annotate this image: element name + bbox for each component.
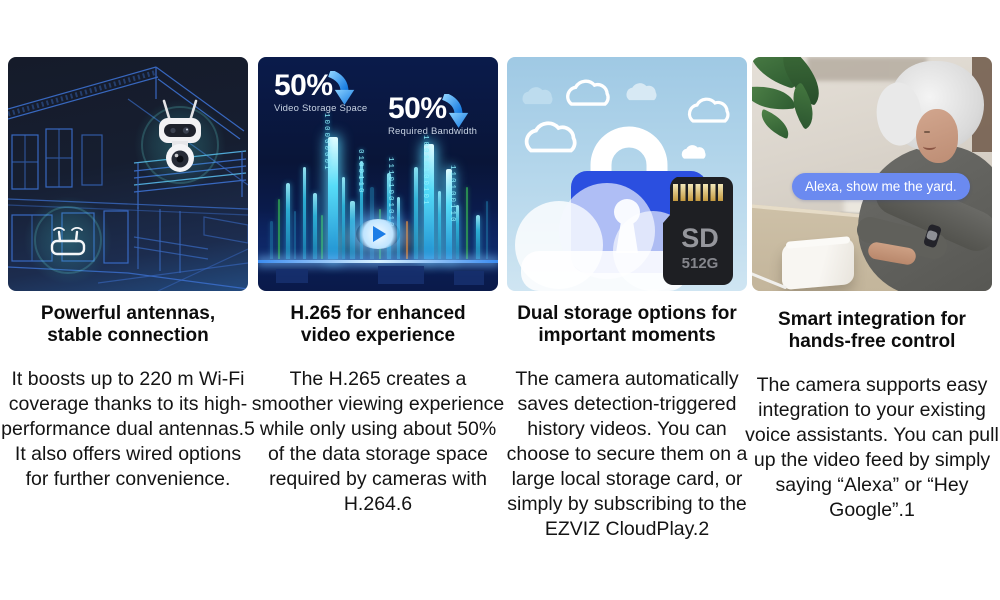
- data-bar: [270, 221, 273, 259]
- feature-description: The H.265 creates a smoother viewing exp…: [251, 368, 505, 515]
- data-bar: [313, 193, 317, 259]
- data-bar: [303, 167, 306, 259]
- bandwidth-stat-value: 50%: [388, 92, 447, 125]
- title-line-2: video experience: [300, 324, 456, 346]
- cloud-icon: [522, 79, 730, 159]
- feature-card-storage: SD 512G Dual storage options for importa…: [507, 57, 747, 542]
- feature-description: It boosts up to 220 m Wi-Fi coverage tha…: [1, 368, 255, 490]
- feature-title: Powerful antennas, stable connection: [2, 303, 254, 346]
- title-line-1: Powerful antennas,: [40, 303, 216, 324]
- data-bar: [466, 187, 468, 259]
- data-bar: [350, 201, 355, 259]
- deco-block: [454, 271, 484, 285]
- title-line-2: important moments: [538, 324, 716, 346]
- data-bar: [321, 215, 323, 259]
- data-bar: [456, 205, 459, 259]
- binary-digits: 100000001: [322, 113, 330, 172]
- glow-line: [258, 260, 498, 263]
- feature-description: The camera supports easy integration to …: [745, 374, 999, 521]
- feature-card-h265: 100000001 0100110 11101001010 1001010010…: [252, 57, 504, 517]
- storage-stat-value: 50%: [274, 69, 333, 102]
- data-bar: [486, 201, 488, 259]
- data-bar: [438, 191, 441, 259]
- down-arrow-icon: [328, 71, 355, 105]
- sd-card-icon: SD 512G: [663, 177, 733, 285]
- down-arrow-icon: [442, 94, 469, 128]
- data-bar: [360, 161, 363, 259]
- title-line-1: Dual storage options for: [517, 303, 737, 324]
- data-bar: [278, 199, 280, 259]
- sd-card-label: SD: [681, 223, 719, 253]
- data-bars: [258, 57, 498, 291]
- data-bar: [328, 137, 338, 259]
- voice-command-bubble: Alexa, show me the yard.: [792, 173, 970, 200]
- voice-assistant-photo: Alexa, show me the yard.: [752, 57, 992, 291]
- binary-digits: 10010100101: [421, 135, 429, 207]
- play-button[interactable]: [356, 219, 400, 249]
- feature-title: Dual storage options for important momen…: [501, 303, 753, 346]
- wireframe-house-graphic: [8, 66, 248, 291]
- feature-description: The camera automatically saves detection…: [506, 368, 748, 540]
- feature-card-antennas: Powerful antennas, stable connection It …: [1, 57, 255, 492]
- h265-stats-illustration: 100000001 0100110 11101001010 1001010010…: [258, 57, 498, 291]
- deco-block: [378, 266, 424, 284]
- play-icon: [373, 226, 386, 242]
- plant-leaf: [755, 108, 795, 140]
- data-bar: [406, 221, 408, 259]
- data-bar: [294, 211, 296, 259]
- feature-title: Smart integration for hands-free control: [746, 309, 998, 352]
- storage-stat: 50% Video Storage Space: [274, 69, 368, 115]
- title-line-1: Smart integration for: [778, 309, 966, 330]
- bandwidth-stat: 50% Required Bandwidth: [388, 92, 478, 138]
- feature-title: H.265 for enhanced video experience: [252, 303, 504, 346]
- data-bar: [424, 144, 434, 259]
- feature-card-voice: Alexa, show me the yard. Smart integrati…: [745, 57, 999, 523]
- binary-digits: 110100110: [448, 165, 456, 224]
- wifi-router-icon: [50, 227, 86, 256]
- data-bar: [387, 173, 391, 259]
- security-camera-icon: [159, 99, 201, 172]
- title-line-1: H.265 for enhanced: [290, 303, 466, 324]
- data-bar: [286, 183, 290, 259]
- data-bar: [342, 177, 345, 259]
- sd-card-capacity: 512G: [682, 255, 719, 272]
- storage-stat-label: Video Storage Space: [274, 103, 368, 114]
- woman-face: [916, 109, 958, 163]
- title-line-2: hands-free control: [788, 330, 956, 352]
- data-bar: [414, 167, 418, 259]
- cloud-lock-sd-graphic: SD 512G: [515, 79, 733, 291]
- data-bar: [476, 215, 480, 259]
- deco-block: [276, 269, 308, 283]
- title-line-2: stable connection: [47, 324, 209, 346]
- wifi-house-illustration: [8, 57, 248, 291]
- binary-digits: 11101001010: [386, 157, 394, 229]
- storage-illustration: SD 512G: [507, 57, 747, 291]
- data-bar: [446, 169, 452, 259]
- binary-digits: 0100110: [356, 149, 364, 195]
- bandwidth-stat-label: Required Bandwidth: [388, 126, 478, 137]
